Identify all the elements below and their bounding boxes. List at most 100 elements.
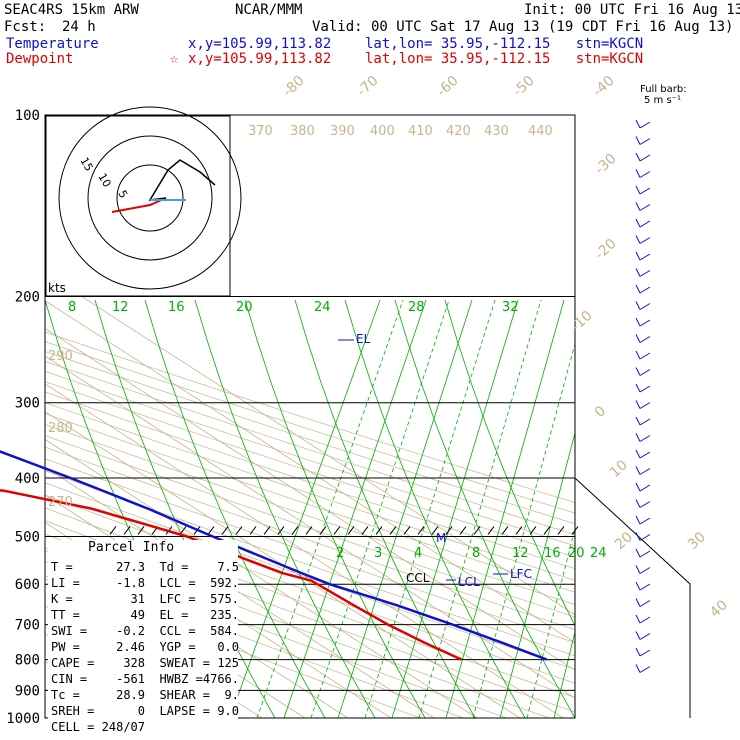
theta-label: 420 [446,124,471,139]
mixing-ratio-label: 8 [68,300,76,315]
wind-barb-staff [639,649,651,657]
wind-barb-flag [635,631,641,640]
wind-barb-flag [635,614,641,624]
parcel-info-key: TT = [51,608,80,622]
hatch-mark [277,526,285,535]
wind-barb-flag [635,664,641,673]
mixing-ratio-label: 28 [408,300,425,315]
mixing-ratio-label: 24 [314,300,331,315]
hatch-mark [221,526,229,535]
parcel-info-row: K = 31 LFC = 575. [51,592,239,606]
wind-barb-staff [639,534,651,541]
hatch-mark [263,526,271,535]
dry-adiabat-line [45,458,575,644]
wind-barb-flag [635,532,641,541]
mixing-ratio-label: 2 [336,546,344,561]
wind-barb-flag [635,317,641,327]
hatch-mark [459,526,467,535]
pressure-tick-label: 600 [15,577,40,593]
wind-barb-flag [635,136,641,145]
parcel-info-value: 592. [210,576,239,590]
parcel-info-key: LFC = [145,592,196,606]
wind-barb-staff [639,319,651,327]
wind-barb-staff [639,138,651,145]
hatch-mark [431,526,439,535]
model-title: SEAC4RS 15km ARW [4,2,139,18]
mixing-ratio-line [310,299,450,718]
wind-barb-staff [639,237,651,244]
hatch-mark [557,526,565,535]
theta-label: 290 [48,349,73,364]
parcel-info-row: T = 27.3 Td = 7.5 [51,560,239,574]
dewpoint-series-line [0,489,463,661]
dry-adiabat-line [45,482,575,670]
dry-adiabat-line [45,341,575,514]
wind-barb-staff [639,484,651,492]
hatch-mark [417,526,425,535]
moist-adiabat-line [394,299,575,718]
hodograph-ring-label: 10 [95,171,113,190]
mixing-ratio-label: 12 [512,546,529,561]
parcel-info-key: K = [51,592,73,606]
isotherm-line [45,355,575,699]
dewpoint-legend: Dewpoint [6,51,74,67]
theta-label: 280 [48,421,73,436]
parcel-info-row: SREH = 0 LAPSE = 9.0 [51,704,239,718]
mixing-ratio-label: 12 [112,300,129,315]
wind-barb-flag [635,251,641,261]
wind-barb-flag [635,367,641,376]
wind-barb-staff [639,253,651,261]
parcel-info-row: Tc = 28.9 SHEAR = 9. [51,688,239,702]
theta-label: 440 [528,124,553,139]
parcel-info-value: 28.9 [116,688,145,702]
wind-barb-staff [639,303,651,310]
hatch-mark [137,526,145,535]
mixing-ratio-label: 20 [236,300,253,315]
wind-barb-staff [639,517,651,525]
dry-adiabat-line [45,331,575,503]
hodograph-ring [116,164,184,232]
wind-barb-flag [635,268,641,277]
wind-barb-flag [635,235,641,244]
hatch-mark [445,526,453,535]
wind-barb-flag [635,218,641,228]
mixing-ratio-line [283,299,427,718]
level-label: LCL [458,575,480,589]
hodograph-ring [58,106,242,290]
pressure-tick-label: 1000 [6,711,40,727]
dry-adiabat-line [45,470,575,657]
wind-barb-staff [639,204,651,211]
wind-barb-staff [639,600,651,607]
wind-barb-staff [639,666,651,673]
parcel-info-row: LI = -1.8 LCL = 592. [51,576,239,590]
moist-adiabat-line [194,299,376,718]
parcel-info-value: -561 [116,672,145,686]
hatch-mark [389,526,397,535]
dry-adiabat-line [45,561,464,718]
parcel-info-key: EL = [145,608,189,622]
parcel-info-key: PW = [51,640,80,654]
pressure-tick-label: 500 [15,529,40,545]
hatch-mark [319,526,327,535]
wind-barb-staff [639,220,651,228]
barb-legend-label: Full barb: [640,84,687,95]
parcel-info-value: 49 [130,608,145,622]
hodograph-box [45,115,231,297]
moist-adiabat-line [144,299,326,718]
wind-barb-staff [639,385,651,393]
moist-adiabat-line [344,299,526,718]
parcel-info-value: 248/07 [101,720,145,734]
hatch-mark [501,526,509,535]
hatch-mark [179,526,187,535]
wind-barb-flag [635,334,641,343]
wind-barb-staff [639,435,651,442]
parcel-info-value: 575. [210,592,239,606]
theta-label: 430 [484,124,509,139]
hatch-mark [515,526,523,535]
pressure-tick-label: 200 [15,290,40,306]
mixing-ratio-label: 24 [590,546,607,561]
mixing-ratio-line [472,342,575,718]
hatch-mark [403,526,411,535]
pressure-tick-label: 700 [15,618,40,634]
parcel-info-key: CIN = [51,672,88,686]
